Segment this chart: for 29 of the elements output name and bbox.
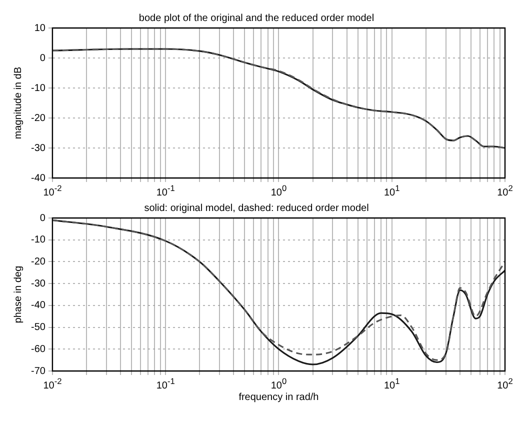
- x-tick-label: 10$^{2}$: [497, 375, 513, 392]
- y-tick-label: -30: [31, 142, 46, 154]
- x-tick-label: 10$^{0}$: [270, 182, 287, 200]
- y-tick-label: -70: [31, 366, 46, 377]
- x-tick-label: 10$^{2}$: [497, 182, 513, 200]
- y-tick-label: -40: [31, 300, 46, 312]
- y-tick-label: -50: [31, 322, 46, 334]
- x-axis-title: frequency in rad/h: [238, 392, 319, 403]
- x-tick-label: 10$^{1}$: [384, 375, 400, 392]
- y-tick-label: -10: [31, 234, 46, 246]
- y-tick-label: -60: [31, 344, 46, 355]
- x-tick-label: 10$^{-1}$: [156, 375, 175, 392]
- chart-title: solid: original model, dashed: reduced order model: [144, 202, 369, 214]
- y-tick-label: 0: [40, 52, 46, 64]
- y-tick-label: -20: [31, 256, 46, 268]
- x-tick-label: 10$^{-2}$: [43, 182, 62, 200]
- chart-title: bode plot of the original and the reduced order model: [138, 12, 374, 24]
- x-tick-label: 10$^{-1}$: [156, 182, 175, 200]
- y-tick-label: 0: [40, 212, 46, 224]
- x-tick-label: 10$^{1}$: [384, 182, 400, 200]
- x-tick-label: 10$^{0}$: [270, 375, 287, 392]
- y-axis-title: phase in deg: [12, 266, 24, 324]
- y-tick-label: -20: [31, 112, 46, 124]
- x-tick-label: 10$^{-2}$: [43, 375, 62, 392]
- y-tick-label: -30: [31, 278, 46, 290]
- y-tick-label: -10: [31, 82, 46, 94]
- y-tick-label: -40: [31, 172, 46, 184]
- y-tick-label: 10: [34, 22, 46, 34]
- y-axis-title: magnitude in dB: [12, 66, 24, 140]
